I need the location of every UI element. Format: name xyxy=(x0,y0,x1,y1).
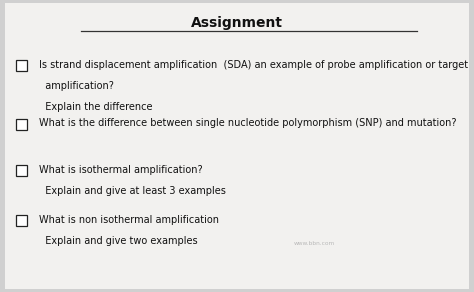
Text: Explain the difference: Explain the difference xyxy=(39,102,152,112)
FancyBboxPatch shape xyxy=(16,166,27,176)
FancyBboxPatch shape xyxy=(5,3,469,289)
FancyBboxPatch shape xyxy=(16,119,27,130)
Text: What is isothermal amplification?: What is isothermal amplification? xyxy=(39,165,202,175)
Text: Explain and give at least 3 examples: Explain and give at least 3 examples xyxy=(39,186,226,196)
Text: What is the difference between single nucleotide polymorphism (SNP) and mutation: What is the difference between single nu… xyxy=(39,118,456,128)
Text: www.bbn.com: www.bbn.com xyxy=(294,241,335,246)
Text: What is non isothermal amplification: What is non isothermal amplification xyxy=(39,215,219,225)
FancyBboxPatch shape xyxy=(16,60,27,71)
FancyBboxPatch shape xyxy=(16,215,27,226)
Text: amplification?: amplification? xyxy=(39,81,114,91)
Text: Explain and give two examples: Explain and give two examples xyxy=(39,236,198,246)
Text: Is strand displacement amplification  (SDA) an example of probe amplification or: Is strand displacement amplification (SD… xyxy=(39,60,468,70)
Text: Assignment: Assignment xyxy=(191,16,283,30)
